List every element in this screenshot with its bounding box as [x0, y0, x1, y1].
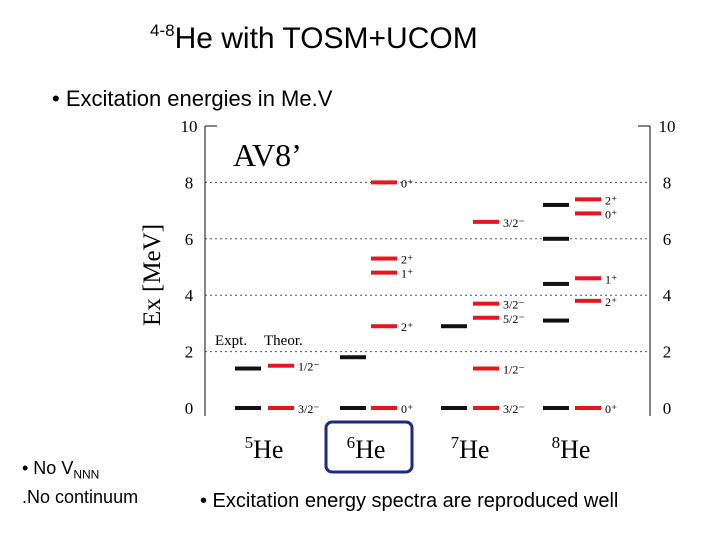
slide-title: 4-8He with TOSM+UCOM [150, 21, 478, 56]
theor-level-label: 1⁺ [401, 267, 413, 281]
theor-level-label: 3/2⁻ [298, 402, 320, 416]
interaction-annotation: AV8’ [233, 137, 302, 173]
y-axis-label: Ex [MeV] [139, 224, 166, 326]
theor-level [371, 406, 397, 410]
expt-level [235, 366, 261, 371]
theor-level-label: 2⁺ [401, 320, 413, 334]
expt-level [441, 406, 467, 410]
theor-level-label: 2⁺ [605, 193, 617, 207]
theor-level [575, 197, 601, 202]
nucleus-label: 5He [245, 433, 284, 464]
title-mass-range: 4-8 [150, 21, 175, 40]
theor-level [371, 324, 397, 329]
nucleus-label: 6He [347, 433, 386, 464]
nucleus-label: 7He [451, 433, 490, 464]
y-tick-label-right: 6 [663, 230, 672, 249]
y-tick-label-left: 0 [185, 399, 194, 418]
theor-level [575, 276, 601, 281]
theor-level-label: 2⁺ [401, 253, 413, 267]
y-tick-label-left: 6 [185, 230, 194, 249]
nucleus-symbol: He [459, 435, 489, 464]
y-tick-label-left: 10 [181, 117, 198, 136]
expt-level [441, 324, 467, 329]
theor-level-label: 3/2⁻ [503, 298, 525, 312]
note-no-continuum: .No continuum [22, 487, 138, 508]
gridlines [205, 125, 650, 353]
axes: 0 0 2 2 4 4 6 6 8 8 10 10 [181, 117, 676, 418]
y-tick-label-right: 10 [659, 117, 676, 136]
theor-level-label: 3/2⁻ [503, 216, 525, 230]
expt-level [340, 355, 366, 360]
note-no-3nf-text: • No V [22, 458, 74, 478]
energy-levels: 3/2⁻1/2⁻0⁺2⁺1⁺2⁺0⁺3/2⁻1/2⁻5/2⁻3/2⁻3/2⁻0⁺… [235, 176, 617, 416]
theor-level [268, 406, 294, 410]
slide-subtitle: • Excitation energies in Me.V [52, 86, 333, 111]
legend-expt: Expt. [215, 333, 247, 349]
theor-level-label: 1/2⁻ [298, 360, 320, 374]
expt-level [235, 406, 261, 410]
nucleus-mass: 5 [245, 433, 254, 452]
y-tick-label-right: 8 [663, 173, 672, 192]
theor-level [473, 301, 499, 306]
y-tick-label-left: 2 [185, 343, 194, 362]
expt-level [543, 202, 569, 207]
legend-theor: Theor. [264, 333, 303, 349]
theor-level [473, 315, 499, 320]
nucleus-symbol: He [355, 435, 385, 464]
theor-level-label: 0⁺ [605, 402, 617, 416]
nucleus-symbol: He [560, 435, 590, 464]
expt-level [543, 236, 569, 241]
theor-level-label: 0⁺ [401, 176, 413, 190]
conclusion-text: • Excitation energy spectra are reproduc… [200, 490, 619, 512]
theor-level [473, 366, 499, 371]
title-text: He with TOSM+UCOM [174, 22, 478, 55]
theor-level [473, 219, 499, 224]
note-no-3nf: • No VNNN [22, 458, 99, 482]
theor-level-label: 3/2⁻ [503, 402, 525, 416]
y-tick-label-left: 8 [185, 173, 194, 192]
nucleus-label: 8He [552, 433, 591, 464]
nucleus-mass: 8 [552, 433, 561, 452]
theor-level [473, 406, 499, 410]
note-no-continuum-text: No continuum [27, 487, 139, 507]
theor-level-label: 5/2⁻ [503, 312, 525, 326]
theor-level [371, 270, 397, 275]
nuclei-labels: 5He 6He 7He 8He [245, 433, 591, 464]
y-tick-label-right: 0 [663, 399, 672, 418]
y-tick-label-left: 4 [185, 286, 194, 305]
theor-level [575, 211, 601, 216]
y-tick-label-right: 4 [663, 286, 672, 305]
theor-level [371, 180, 397, 185]
nucleus-mass: 6 [347, 433, 356, 452]
theor-level-label: 1⁺ [605, 272, 617, 286]
theor-level-label: 0⁺ [605, 207, 617, 221]
theor-level [575, 406, 601, 410]
nucleus-symbol: He [253, 435, 283, 464]
theor-level-label: 2⁺ [605, 295, 617, 309]
nucleus-mass: 7 [451, 433, 460, 452]
theor-level [268, 363, 294, 368]
theor-level-label: 0⁺ [401, 402, 413, 416]
theor-level [575, 298, 601, 303]
theor-level-label: 1/2⁻ [503, 363, 525, 377]
note-no-3nf-sub: NNN [73, 467, 100, 482]
theor-level [371, 256, 397, 261]
bullet-dot: . [22, 487, 28, 507]
expt-level [543, 406, 569, 410]
y-tick-label-right: 2 [663, 343, 672, 362]
expt-level [543, 318, 569, 323]
nucleus-highlight-box [324, 420, 414, 474]
expt-level [543, 281, 569, 286]
expt-level [340, 406, 366, 410]
